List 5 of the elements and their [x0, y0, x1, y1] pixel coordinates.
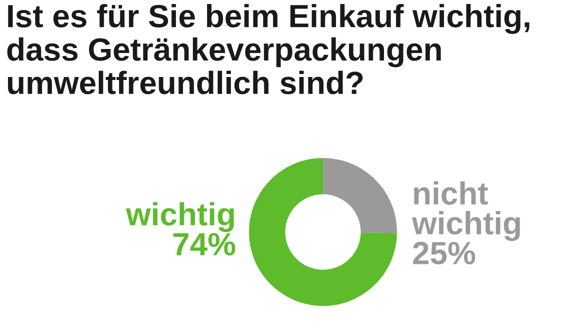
slice-label: nicht wichtig: [412, 181, 520, 241]
slice-label: wichtig: [126, 202, 234, 232]
chart-title: Ist es für Sie beim Einkauf wichtig, dass Getränkeverpackungen umweltfreundlich sind?: [7, 4, 530, 94]
data-label: 74%: [173, 232, 236, 256]
data-label: 25%: [413, 242, 476, 264]
